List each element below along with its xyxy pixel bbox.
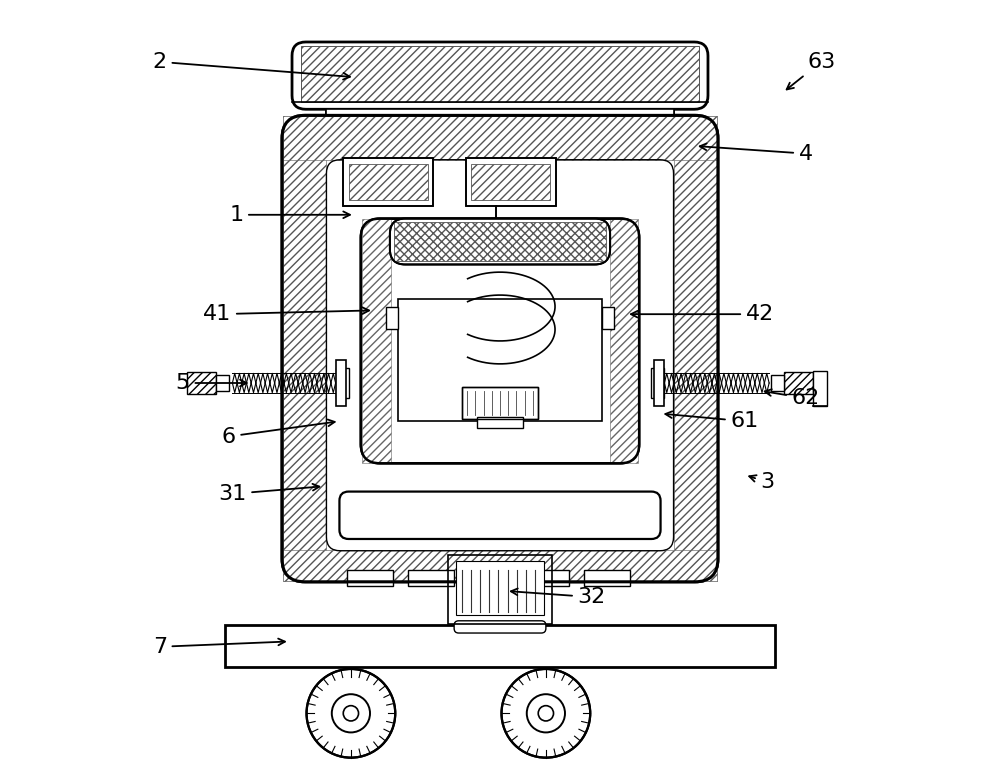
- Text: 63: 63: [787, 52, 835, 90]
- Bar: [326, 110, 674, 116]
- Bar: [394, 222, 606, 260]
- Bar: [408, 571, 454, 586]
- Text: 1: 1: [229, 205, 350, 224]
- Bar: [477, 417, 523, 428]
- Text: 3: 3: [749, 473, 775, 493]
- Bar: [225, 625, 775, 667]
- Bar: [462, 387, 538, 419]
- Text: 7: 7: [153, 637, 285, 656]
- Circle shape: [343, 705, 359, 721]
- Text: 2: 2: [153, 52, 350, 80]
- Text: 31: 31: [218, 484, 319, 504]
- Circle shape: [527, 694, 565, 732]
- Circle shape: [332, 694, 370, 732]
- Bar: [584, 571, 630, 586]
- Bar: [471, 164, 550, 200]
- FancyBboxPatch shape: [390, 218, 610, 264]
- Bar: [456, 561, 544, 614]
- FancyBboxPatch shape: [292, 42, 708, 110]
- Bar: [466, 159, 556, 205]
- Bar: [784, 372, 813, 394]
- Bar: [362, 219, 391, 463]
- Circle shape: [307, 669, 395, 758]
- Bar: [216, 375, 229, 391]
- Bar: [771, 375, 784, 391]
- Bar: [462, 387, 538, 419]
- Text: 32: 32: [511, 587, 606, 607]
- Text: 41: 41: [203, 304, 369, 324]
- Bar: [674, 116, 717, 581]
- Bar: [386, 307, 398, 329]
- Bar: [654, 360, 664, 406]
- Bar: [301, 46, 699, 102]
- Bar: [651, 368, 664, 398]
- Bar: [283, 116, 717, 160]
- Bar: [610, 219, 638, 463]
- Text: 5: 5: [176, 373, 247, 393]
- Circle shape: [538, 705, 554, 721]
- Circle shape: [502, 669, 590, 758]
- Bar: [466, 159, 556, 205]
- Text: 42: 42: [631, 304, 774, 324]
- Bar: [283, 116, 326, 581]
- Text: 6: 6: [222, 420, 335, 447]
- Text: 61: 61: [665, 411, 759, 431]
- FancyBboxPatch shape: [361, 218, 639, 463]
- Bar: [448, 555, 552, 624]
- Bar: [343, 159, 433, 205]
- Bar: [283, 550, 717, 581]
- Bar: [523, 571, 569, 586]
- FancyBboxPatch shape: [282, 116, 718, 582]
- Bar: [349, 164, 428, 200]
- Text: 4: 4: [700, 143, 813, 164]
- Bar: [343, 159, 433, 205]
- Bar: [336, 360, 346, 406]
- Bar: [398, 299, 602, 421]
- FancyBboxPatch shape: [339, 492, 661, 539]
- Bar: [187, 372, 216, 394]
- Bar: [602, 307, 614, 329]
- Text: 62: 62: [765, 388, 820, 408]
- Bar: [336, 368, 349, 398]
- FancyBboxPatch shape: [454, 620, 546, 633]
- Bar: [347, 571, 393, 586]
- Bar: [813, 371, 827, 406]
